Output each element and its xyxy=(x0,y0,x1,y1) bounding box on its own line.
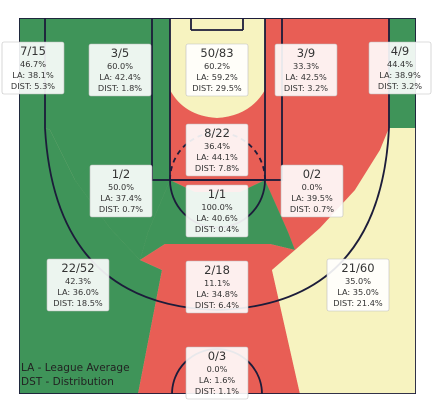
made-attempts: 50/83 xyxy=(200,46,233,60)
distribution: DIST: 3.2% xyxy=(378,81,422,91)
percentage: 50.0% xyxy=(108,182,134,192)
percentage: 100.0% xyxy=(201,202,232,212)
zone-label-right-corner-three: 4/944.4%LA: 38.9%DIST: 3.2% xyxy=(368,41,432,95)
distribution: DIST: 5.3% xyxy=(11,81,55,91)
made-attempts: 3/9 xyxy=(297,46,316,60)
distribution: DIST: 3.2% xyxy=(284,83,328,93)
backboard-area xyxy=(190,18,244,31)
zone-center-long-two xyxy=(138,244,300,394)
league-average: LA: 42.5% xyxy=(285,72,327,82)
league-average: LA: 39.5% xyxy=(291,193,333,203)
percentage: 46.7% xyxy=(20,59,46,69)
made-attempts: 22/52 xyxy=(61,261,94,275)
distribution: DIST: 18.5% xyxy=(53,298,103,308)
made-attempts: 2/18 xyxy=(204,263,230,277)
legend: LA - League Average DST - Distribution xyxy=(21,362,130,388)
made-attempts: 8/22 xyxy=(204,126,230,140)
zone-label-left-wing-three: 3/560.0%LA: 42.4%DIST: 1.8% xyxy=(88,43,152,97)
legend-entry-league-average: LA - League Average xyxy=(21,362,130,374)
zone-label-right-elbow: 0/20.0%LA: 39.5%DIST: 0.7% xyxy=(280,164,344,218)
percentage: 0.0% xyxy=(207,364,228,374)
distribution: DIST: 6.4% xyxy=(195,300,239,310)
zone-label-right-wing-three: 3/933.3%LA: 42.5%DIST: 3.2% xyxy=(274,43,338,97)
made-attempts: 1/2 xyxy=(112,167,131,181)
percentage: 36.4% xyxy=(204,141,230,151)
made-attempts: 4/9 xyxy=(391,44,410,58)
league-average: LA: 59.2% xyxy=(196,72,238,82)
made-attempts: 3/5 xyxy=(111,46,130,60)
league-average: LA: 40.6% xyxy=(196,213,238,223)
made-attempts: 21/60 xyxy=(341,261,374,275)
percentage: 33.3% xyxy=(293,61,319,71)
league-average: LA: 38.1% xyxy=(12,70,54,80)
distribution: DIST: 21.4% xyxy=(333,298,383,308)
distribution: DIST: 1.8% xyxy=(98,83,142,93)
percentage: 60.2% xyxy=(204,61,230,71)
league-average: LA: 36.0% xyxy=(57,287,99,297)
made-attempts: 0/2 xyxy=(303,167,322,181)
percentage: 0.0% xyxy=(302,182,323,192)
distribution: DIST: 1.1% xyxy=(195,386,239,396)
distribution: DIST: 29.5% xyxy=(192,83,242,93)
lane-inner xyxy=(169,18,266,181)
percentage: 42.3% xyxy=(65,276,91,286)
distribution: DIST: 0.4% xyxy=(195,224,239,234)
distribution: DIST: 0.7% xyxy=(290,204,334,214)
percentage: 60.0% xyxy=(107,61,133,71)
distribution: DIST: 7.8% xyxy=(195,163,239,173)
percentage: 44.4% xyxy=(387,59,413,69)
league-average: LA: 1.6% xyxy=(199,375,236,385)
distribution: DIST: 0.7% xyxy=(99,204,143,214)
made-attempts: 1/1 xyxy=(208,187,227,201)
league-average: LA: 38.9% xyxy=(379,70,421,80)
percentage: 35.0% xyxy=(345,276,371,286)
league-average: LA: 37.4% xyxy=(100,193,142,203)
zone-label-left-elbow: 1/250.0%LA: 37.4%DIST: 0.7% xyxy=(89,164,153,218)
made-attempts: 7/15 xyxy=(20,44,46,58)
league-average: LA: 44.1% xyxy=(196,152,238,162)
percentage: 11.1% xyxy=(204,278,230,288)
league-average: LA: 34.8% xyxy=(196,289,238,299)
league-average: LA: 35.0% xyxy=(337,287,379,297)
league-average: LA: 42.4% xyxy=(99,72,141,82)
legend-entry-distribution: DST - Distribution xyxy=(21,376,114,388)
zone-label-backcourt: 0/30.0%LA: 1.6%DIST: 1.1% xyxy=(185,346,249,400)
made-attempts: 0/3 xyxy=(208,349,227,363)
